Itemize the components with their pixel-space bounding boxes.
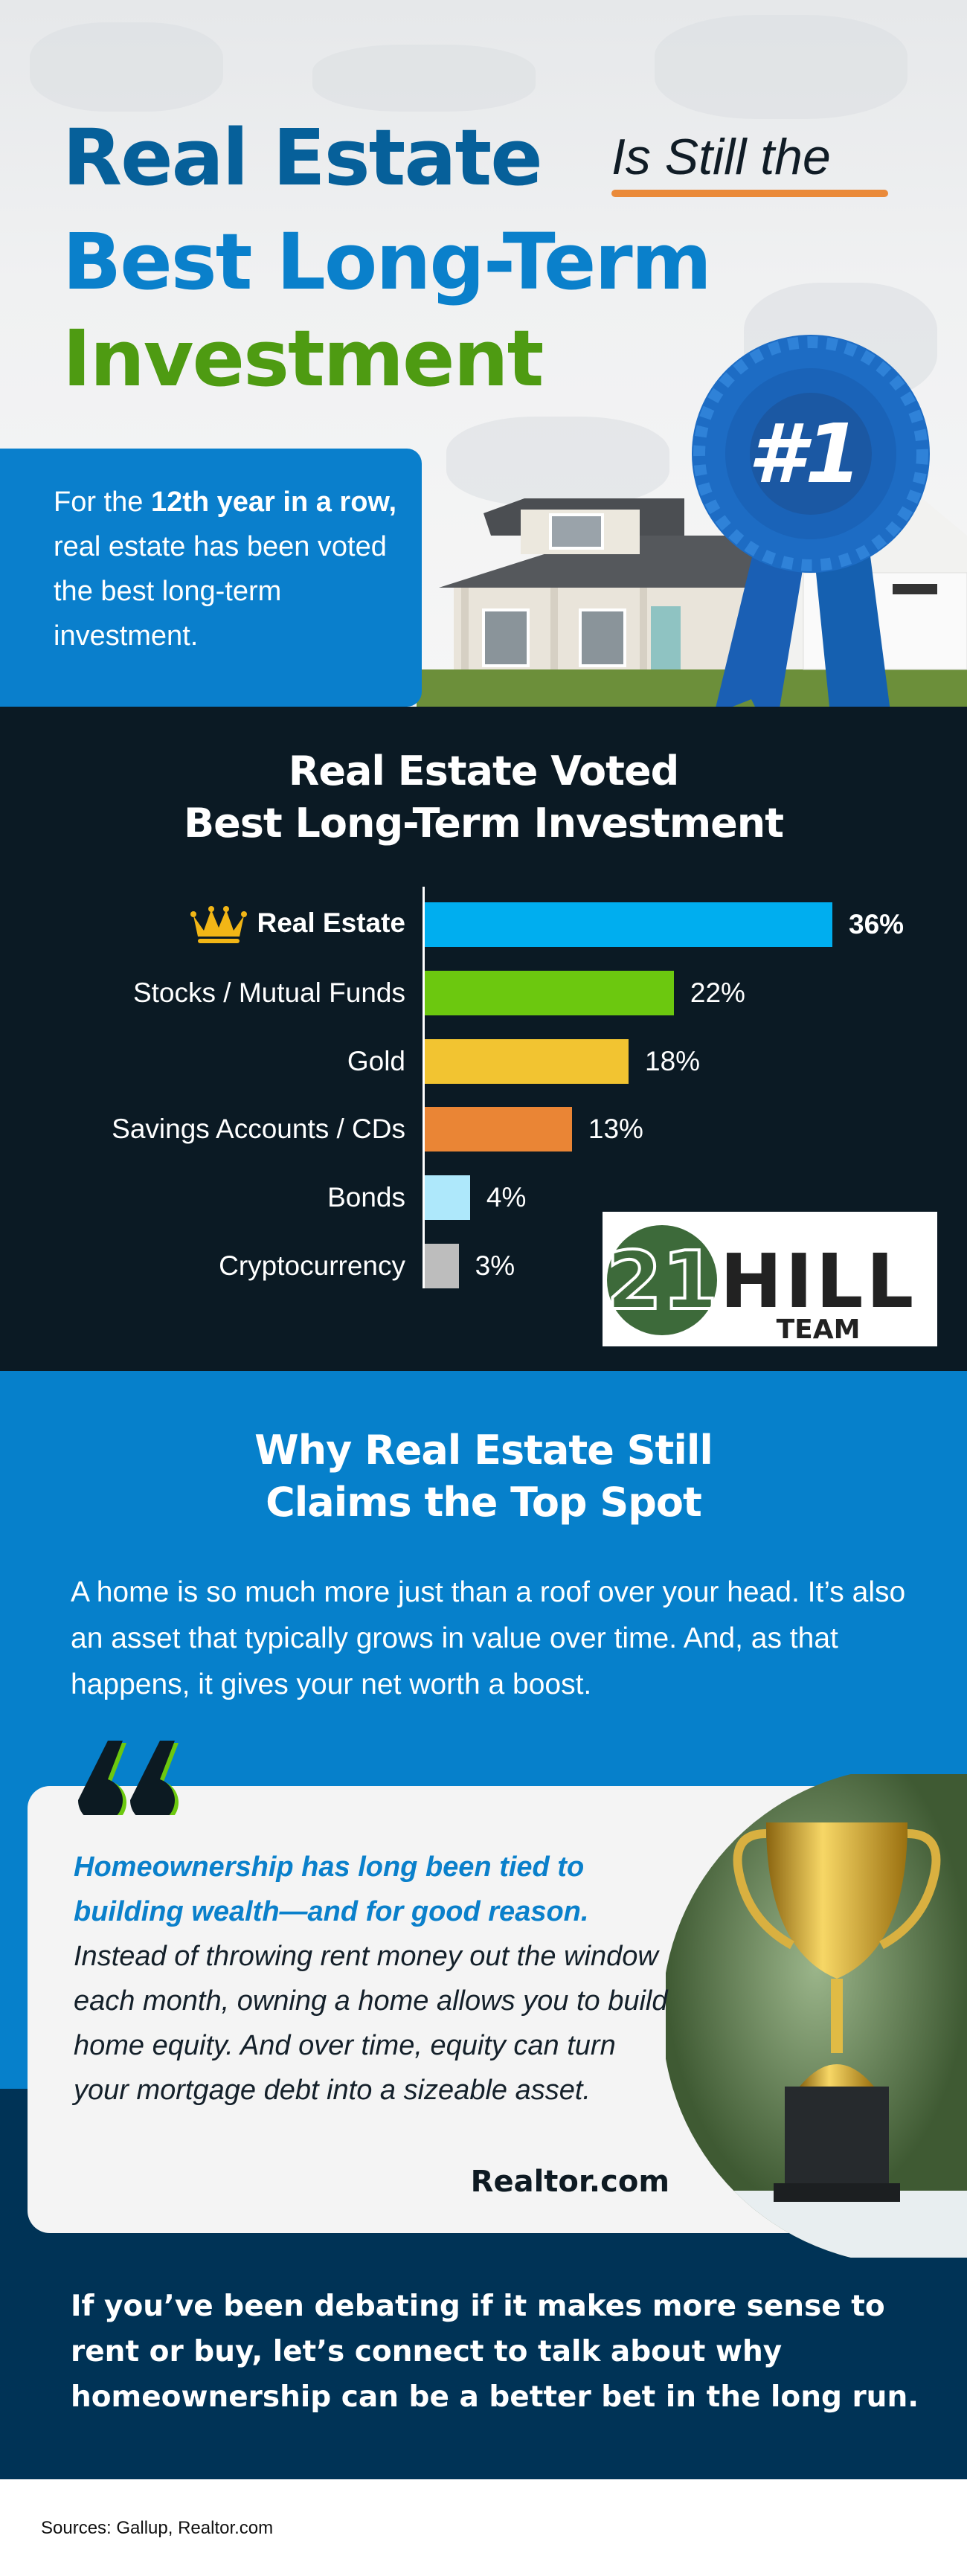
quote-source: Realtor.com	[470, 2165, 669, 2199]
quote-body: Instead of throwing rent money out the w…	[74, 1941, 668, 2106]
why-paragraph: A home is so much more just than a roof …	[71, 1576, 906, 1700]
svg-text:21: 21	[606, 1235, 718, 1328]
bar-value-label: 36%	[849, 909, 905, 939]
cta-text: If you’ve been debating if it makes more…	[71, 2290, 919, 2414]
quote-mark-icon	[77, 1741, 179, 1815]
bar	[425, 1038, 629, 1084]
svg-text:HILL: HILL	[720, 1238, 916, 1325]
bar-label: Savings Accounts / CDs	[112, 1114, 405, 1145]
logo: 21 HILL TEAM	[603, 1212, 937, 1346]
trophy-image	[666, 1774, 967, 2258]
bar	[425, 1244, 459, 1288]
why-title-line-2: Claims the Top Spot	[266, 1479, 702, 1526]
bar-value-label: 3%	[475, 1250, 515, 1281]
bar	[425, 1175, 470, 1221]
sources-text: Sources: Gallup, Realtor.com	[41, 2518, 274, 2538]
bar-label: Cryptocurrency	[219, 1250, 405, 1281]
title-line-2: Best Long-Term	[62, 216, 712, 307]
quote-text: Homeownership has long been tied to buil…	[74, 1845, 669, 2113]
bar-value-label: 4%	[486, 1182, 527, 1213]
title-line-3: Investment	[62, 313, 544, 404]
intro-box	[0, 449, 422, 707]
bar-value-label: 18%	[645, 1045, 701, 1076]
bar-label: Bonds	[327, 1182, 405, 1213]
why-title: Why Real Estate Still Claims the Top Spot	[0, 1424, 967, 1529]
bar-value-label: 22%	[690, 977, 745, 1008]
title-subtitle: Is Still the	[611, 129, 831, 185]
intro-bold: 12th year in a row,	[150, 486, 397, 518]
intro-text: For the 12th year in a row, real estate …	[54, 480, 403, 658]
chart-title-line-1: Real Estate Voted	[288, 748, 680, 794]
chart-axis	[423, 887, 425, 1288]
bar-value-label: 13%	[588, 1114, 643, 1145]
bar-label: Gold	[347, 1045, 405, 1076]
chart-title-line-2: Best Long-Term Investment	[183, 800, 784, 847]
crown-icon	[190, 906, 247, 943]
bar	[425, 970, 674, 1015]
intro-rest: real estate has been voted the best long…	[54, 531, 387, 652]
bar-label: Real Estate	[190, 905, 405, 944]
bar	[425, 902, 832, 947]
why-title-line-1: Why Real Estate Still	[254, 1427, 713, 1474]
bar	[425, 1107, 572, 1152]
title-underline	[611, 190, 888, 197]
intro-prefix: For the	[54, 486, 151, 518]
title-line-1: Real Estate	[62, 112, 543, 203]
bar-label: Stocks / Mutual Funds	[132, 977, 405, 1008]
ribbon-icon: #1	[692, 335, 930, 744]
svg-text:TEAM: TEAM	[777, 1314, 861, 1345]
quote-highlight: Homeownership has long been tied to buil…	[74, 1851, 589, 1927]
ribbon-text: #1	[748, 406, 861, 501]
